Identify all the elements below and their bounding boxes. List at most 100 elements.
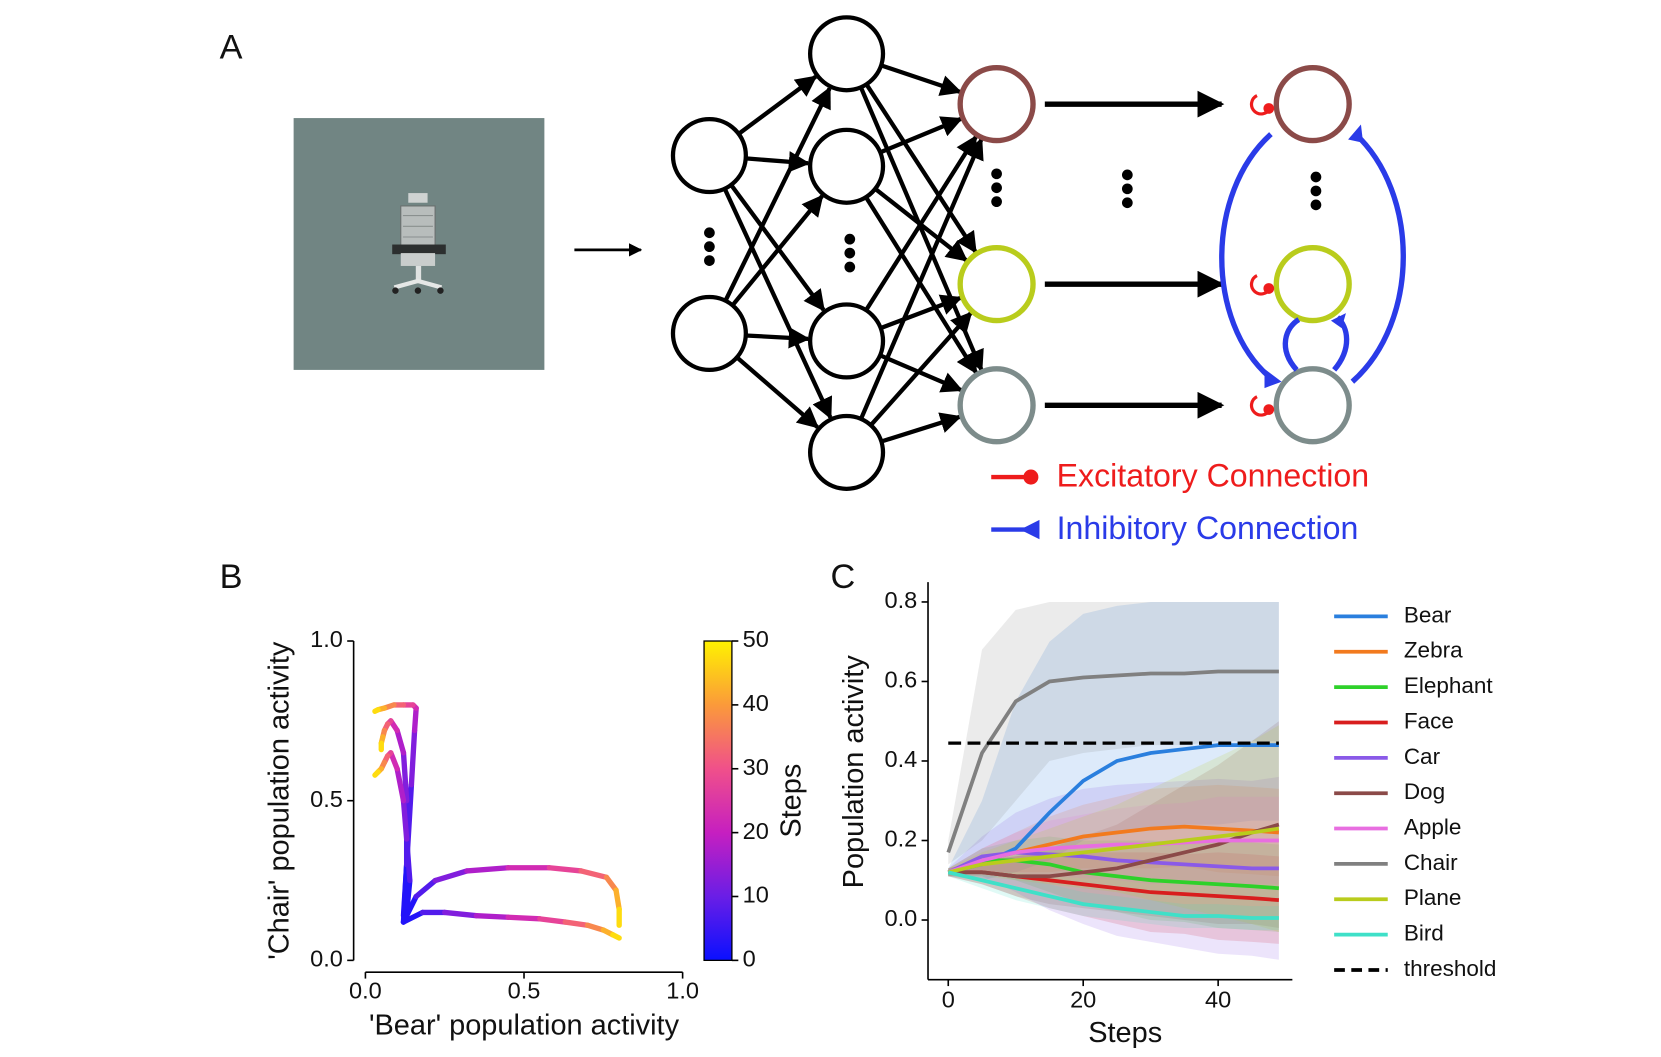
- confidence-band: [948, 601, 1279, 865]
- y-tick-label: 0.2: [885, 826, 918, 852]
- trajectory-segment: [578, 868, 610, 881]
- trajectory-segment: [473, 912, 511, 920]
- ellipsis-dot: [1121, 183, 1133, 195]
- neuron: [807, 127, 886, 205]
- inhibitory-head: [1330, 313, 1346, 329]
- confidence-band: [948, 725, 1279, 932]
- trajectory-segment: [400, 893, 419, 925]
- output-neuron: [957, 65, 1036, 144]
- series-line: [947, 838, 1279, 875]
- trajectory-segment: [505, 914, 543, 922]
- legend-label: threshold: [1404, 956, 1497, 981]
- connection-arrow: [723, 86, 832, 302]
- trajectory-segment: [413, 877, 438, 900]
- trajectory-segment: [546, 865, 584, 874]
- trajectory-segment: [394, 727, 407, 756]
- legend-label: Car: [1404, 744, 1441, 769]
- y-axis-label: Population activity: [838, 655, 870, 889]
- x-tick-label: 40: [1205, 986, 1231, 1012]
- trajectory-segment: [400, 750, 410, 804]
- colorbar: [703, 640, 733, 962]
- trajectory-segment: [372, 769, 381, 778]
- y-tick-label: 0.0: [310, 946, 343, 972]
- connection-arrow: [864, 83, 978, 254]
- series-line: [947, 870, 1279, 920]
- colorbar-tick-label: 30: [743, 754, 769, 780]
- legend-label: Dog: [1404, 779, 1445, 804]
- connection-arrow: [879, 116, 963, 155]
- inhibitory-arc: [1350, 131, 1406, 384]
- output-neuron: [957, 245, 1036, 324]
- legend-label: Bird: [1404, 921, 1444, 946]
- trajectory-segment: [403, 877, 413, 916]
- recurrent-neuron: [1273, 245, 1352, 324]
- ellipsis-dot: [1310, 199, 1322, 211]
- network: [670, 15, 1406, 491]
- y-tick-label: 0.6: [885, 667, 918, 693]
- y-tick-label: 0.8: [885, 587, 918, 613]
- trajectory-segment: [403, 836, 413, 884]
- trajectory-plot: 0.0 0.5 1.0 0.0 0.5 1.0 'Bear' population acti…: [263, 626, 807, 1041]
- connection-arrow: [730, 194, 824, 307]
- trajectory-segment: [613, 887, 622, 912]
- output-neuron: [957, 366, 1036, 445]
- trajectory-segment: [394, 766, 407, 804]
- inhibitory-arc: [1282, 317, 1301, 372]
- inhibitory-head: [1348, 124, 1364, 143]
- connection-arrow: [735, 355, 820, 429]
- legend-label: Inhibitory Connection: [1057, 510, 1359, 546]
- ellipsis-dot: [1121, 197, 1133, 209]
- connection-arrow: [745, 151, 811, 173]
- legend-label: Excitatory Connection: [1057, 458, 1369, 494]
- legend-label: Chair: [1404, 850, 1458, 875]
- trajectory-segment: [464, 865, 511, 874]
- series-line: [946, 669, 1279, 854]
- colorbar-tick-label: 0: [743, 946, 756, 972]
- ellipsis-dot: [704, 241, 715, 253]
- y-tick-label: 0.4: [885, 746, 918, 772]
- trajectory-segment: [432, 868, 470, 884]
- excitatory-dot: [1263, 404, 1275, 415]
- connection-arrow: [859, 137, 984, 420]
- connection-arrow: [864, 134, 978, 312]
- colorbar-tick-label: 50: [743, 626, 769, 652]
- trajectory-segment: [400, 861, 410, 919]
- x-tick-label: 0: [942, 986, 955, 1012]
- connection-arrow: [880, 63, 963, 96]
- colorbar-tick-label: 20: [743, 818, 769, 844]
- connection-arrow: [879, 294, 963, 331]
- connection-arrow: [737, 75, 818, 136]
- trajectory-segment: [400, 909, 426, 925]
- connection-arrow: [745, 327, 811, 349]
- ellipsis-dot: [1310, 171, 1322, 183]
- trajectory-segment: [408, 727, 418, 788]
- legend-label: Bear: [1404, 602, 1452, 627]
- trajectory-segment: [584, 922, 606, 933]
- x-tick-label: 20: [1070, 986, 1096, 1012]
- connection-arrow: [869, 311, 973, 427]
- colorbar-label: Steps: [776, 764, 808, 838]
- x-axis-label: Steps: [1088, 1017, 1162, 1049]
- ellipsis-dot: [1310, 185, 1322, 197]
- recurrent-neuron: [1273, 366, 1352, 445]
- connection-arrow: [880, 412, 962, 444]
- connection-arrow: [722, 187, 833, 420]
- trajectory-segment: [562, 919, 591, 928]
- neuron: [807, 15, 886, 93]
- ellipsis-dot: [1121, 169, 1133, 181]
- trajectory-segment: [610, 932, 622, 941]
- legend-label: Apple: [1404, 814, 1462, 839]
- legend-label: Plane: [1404, 885, 1462, 910]
- neuron: [670, 294, 748, 373]
- excitatory-symbol: [1023, 469, 1039, 485]
- trajectory-segment: [372, 706, 381, 714]
- x-tick-label: 0.0: [349, 978, 382, 1004]
- trajectory-segment: [400, 798, 410, 842]
- legend-label: Face: [1404, 708, 1454, 733]
- excitatory-dot: [1263, 103, 1275, 114]
- neuron: [670, 117, 748, 195]
- inhibitory-arc: [1219, 132, 1273, 380]
- panel-label: B: [220, 558, 243, 596]
